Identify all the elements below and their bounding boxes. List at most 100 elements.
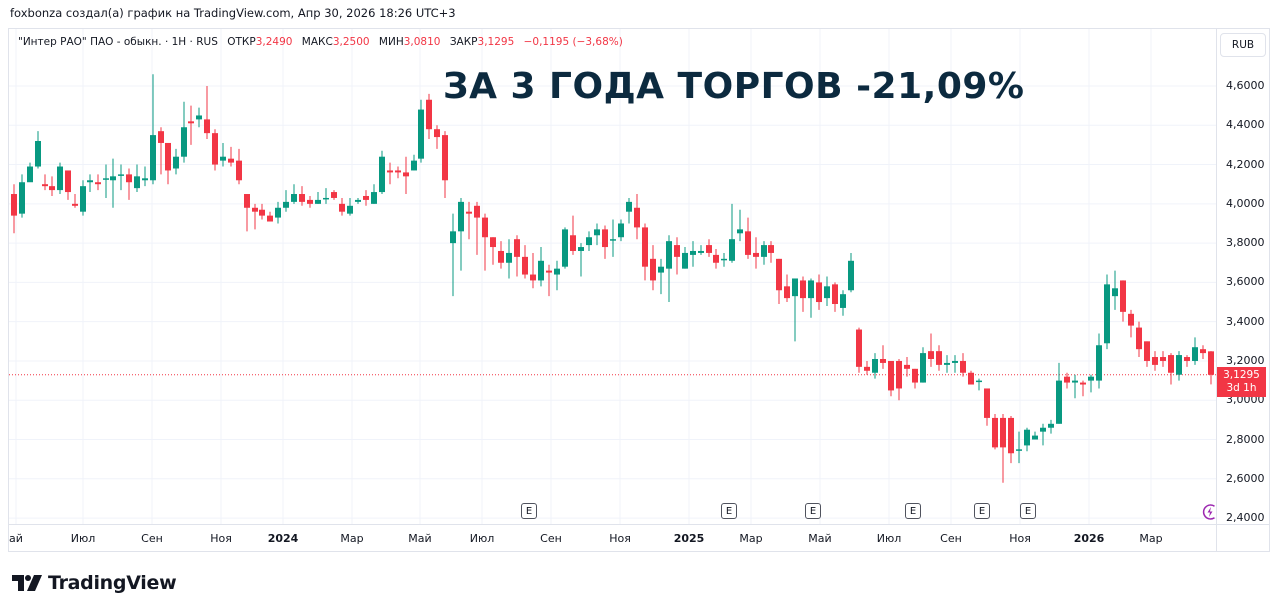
candle (196, 107, 202, 128)
earnings-marker[interactable]: E (521, 503, 537, 519)
candle (379, 150, 385, 195)
candle (530, 252, 536, 289)
candle (848, 252, 854, 293)
candle (482, 213, 488, 271)
candle (103, 164, 109, 198)
tradingview-logo-text: TradingView (48, 572, 177, 594)
candle (395, 166, 401, 179)
price-axis-tick: 4,6000 (1226, 79, 1265, 92)
candle (768, 241, 774, 263)
candle (928, 333, 934, 367)
candle (11, 184, 17, 234)
candle (554, 260, 560, 291)
candle (1152, 351, 1158, 371)
candle (864, 360, 870, 375)
candle (578, 243, 584, 277)
candle (626, 197, 632, 224)
headline-annotation: ЗА 3 ГОДА ТОРГОВ -21,09% (443, 66, 1025, 107)
tradingview-logo-icon (12, 575, 42, 591)
time-axis-tick: Мар (1139, 532, 1163, 545)
candle (610, 219, 616, 257)
candle (403, 156, 409, 195)
candle (442, 131, 448, 198)
candle (228, 146, 234, 167)
candle (355, 197, 361, 204)
candle (1024, 427, 1030, 452)
candle (1032, 431, 1038, 440)
candle (729, 203, 735, 263)
time-axis-tick: Май (408, 532, 432, 545)
candle (411, 154, 417, 171)
candle (87, 174, 93, 193)
candle (1120, 280, 1126, 322)
candle (698, 245, 704, 255)
candle (872, 353, 878, 379)
candle (1048, 419, 1054, 434)
chart-credit: foxbonza создал(а) график на TradingView… (10, 6, 456, 20)
candle (363, 190, 369, 206)
candle (498, 241, 504, 269)
candle (1168, 353, 1174, 385)
candle (920, 347, 926, 383)
candle (65, 170, 71, 200)
candle (562, 227, 568, 269)
candle (291, 184, 297, 204)
time-axis-tick: Мар (340, 532, 364, 545)
candle (1208, 351, 1214, 385)
candle (650, 245, 656, 291)
candle (682, 247, 688, 269)
currency-button[interactable]: RUB (1220, 33, 1266, 57)
earnings-marker[interactable]: E (905, 503, 921, 519)
earnings-marker[interactable]: E (1020, 503, 1036, 519)
candle (792, 278, 798, 342)
lightning-icon[interactable] (1201, 503, 1219, 521)
price-axis-tick: 4,0000 (1226, 196, 1265, 210)
time-axis-tick: Июл (469, 532, 495, 545)
price-axis-tick: 3,2000 (1226, 353, 1265, 367)
candle (642, 223, 648, 281)
time-axis-tick: Июл (70, 532, 96, 545)
candle (880, 345, 886, 369)
candle (450, 213, 456, 297)
price-axis-tick: 4,4000 (1226, 118, 1265, 132)
candle (658, 258, 664, 295)
time-axis-tick: Июл (876, 532, 902, 545)
tradingview-logo[interactable]: TradingView (12, 572, 177, 594)
symbol-label[interactable]: "Интер РАО" ПАО - обыкн. · 1H · RUS (18, 36, 218, 48)
candle (181, 101, 187, 163)
candle (259, 203, 265, 220)
candle (1136, 321, 1142, 358)
candle (690, 241, 696, 267)
bar-countdown: 3d 1h (1226, 382, 1257, 394)
price-axis-tick: 4,2000 (1226, 157, 1265, 171)
candle (27, 162, 33, 183)
candle (1184, 355, 1190, 367)
candle (522, 245, 528, 279)
close-value: 3,1295 (477, 36, 515, 48)
candle (315, 192, 321, 204)
candle (126, 168, 132, 200)
candle (737, 209, 743, 242)
candle (1112, 270, 1118, 310)
earnings-marker[interactable]: E (974, 503, 990, 519)
candle (634, 194, 640, 240)
candle (142, 166, 148, 187)
candle (1040, 423, 1046, 446)
candle (1056, 362, 1062, 424)
candle (586, 231, 592, 251)
candle (244, 194, 250, 232)
time-axis-tick: Ноя (210, 532, 232, 545)
candle (753, 237, 759, 269)
chart-legend: "Интер РАО" ПАО - обыкн. · 1H · RUS ОТКР… (18, 36, 623, 48)
candle (1144, 341, 1150, 367)
candle (984, 388, 990, 426)
time-axis-tick: Сен (540, 532, 562, 545)
candle (204, 86, 210, 140)
earnings-marker[interactable]: E (805, 503, 821, 519)
earnings-marker[interactable]: E (721, 503, 737, 519)
time-axis-tick: Мар (739, 532, 763, 545)
candle (968, 370, 974, 385)
candle (618, 219, 624, 242)
candle (1104, 274, 1110, 350)
